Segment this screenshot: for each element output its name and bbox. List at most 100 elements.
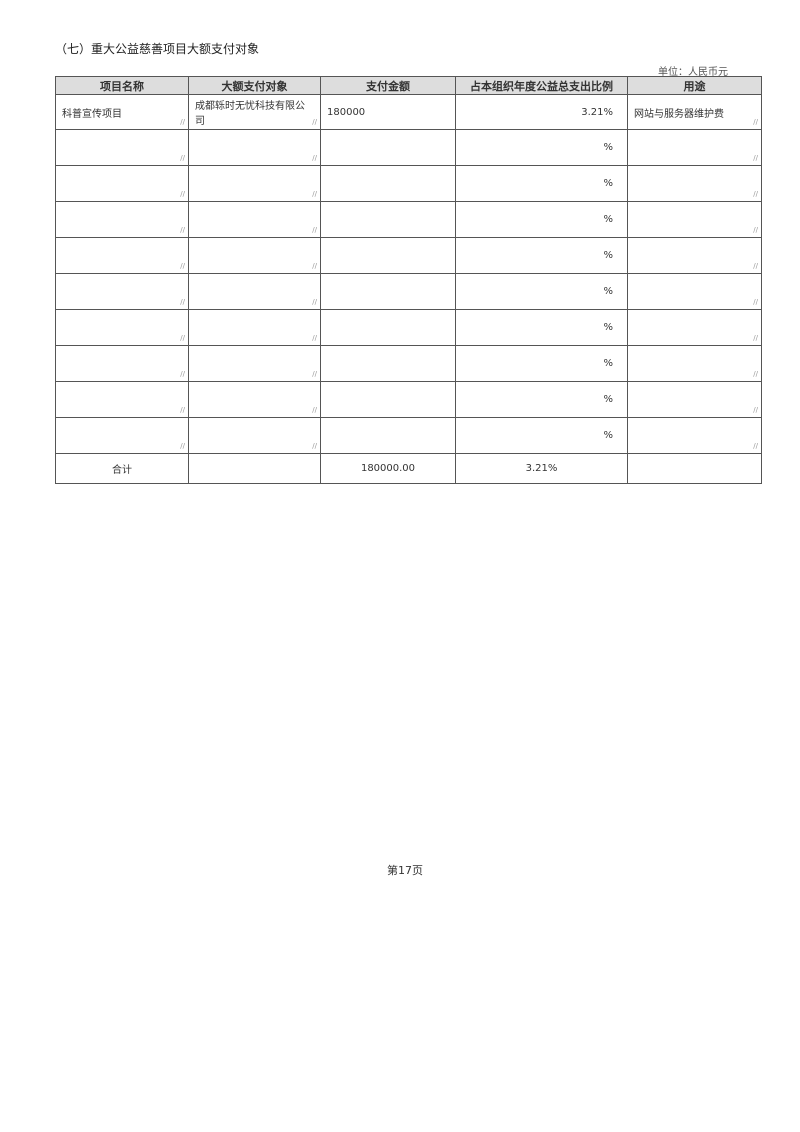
- cell-ratio[interactable]: 3.21%: [455, 94, 628, 130]
- resize-grip-icon: //: [180, 154, 185, 162]
- resize-grip-icon: //: [312, 154, 317, 162]
- cell-amount[interactable]: [320, 381, 456, 418]
- resize-grip-icon: //: [312, 262, 317, 270]
- cell-amount[interactable]: [320, 201, 456, 238]
- table-row: 科普宣传项目 // 成都轹时无忧科技有限公司 // 180000 3.21% 网站与服务器维…: [55, 94, 762, 130]
- cell-payee[interactable]: //: [188, 417, 321, 454]
- resize-grip-icon: //: [180, 190, 185, 198]
- cell-payee[interactable]: 成都轹时无忧科技有限公司 //: [188, 94, 321, 130]
- table-row: // //% //: [55, 129, 762, 166]
- cell-ratio-text: %: [603, 286, 613, 297]
- cell-payee[interactable]: //: [188, 165, 321, 202]
- cell-ratio-text: %: [603, 250, 613, 261]
- cell-project[interactable]: //: [55, 201, 189, 238]
- cell-purpose[interactable]: //: [627, 273, 762, 310]
- cell-purpose[interactable]: //: [627, 417, 762, 454]
- resize-grip-icon: //: [753, 406, 758, 414]
- cell-project[interactable]: //: [55, 417, 189, 454]
- cell-amount[interactable]: [320, 345, 456, 382]
- resize-grip-icon: //: [180, 118, 185, 126]
- cell-purpose[interactable]: 网站与服务器维护费 //: [627, 94, 762, 130]
- cell-ratio-text: %: [603, 430, 613, 441]
- cell-ratio[interactable]: %: [455, 381, 628, 418]
- cell-payee[interactable]: //: [188, 237, 321, 274]
- resize-grip-icon: //: [312, 298, 317, 306]
- cell-amount[interactable]: [320, 237, 456, 274]
- total-label: 合计: [55, 453, 189, 484]
- unit-label: 单位：人民币元: [658, 67, 728, 78]
- table-row: // //% //: [55, 417, 762, 454]
- resize-grip-icon: //: [753, 298, 758, 306]
- cell-ratio[interactable]: %: [455, 129, 628, 166]
- cell-project[interactable]: 科普宣传项目 //: [55, 94, 189, 130]
- resize-grip-icon: //: [180, 406, 185, 414]
- resize-grip-icon: //: [753, 226, 758, 234]
- section-title: （七）重大公益慈善项目大额支付对象: [55, 42, 260, 56]
- resize-grip-icon: //: [180, 298, 185, 306]
- cell-purpose[interactable]: //: [627, 381, 762, 418]
- cell-payee[interactable]: //: [188, 201, 321, 238]
- cell-ratio[interactable]: %: [455, 201, 628, 238]
- cell-amount[interactable]: [320, 165, 456, 202]
- cell-amount-text: 180000: [327, 106, 366, 118]
- resize-grip-icon: //: [312, 118, 317, 126]
- total-amount: 180000.00: [320, 453, 456, 484]
- cell-ratio[interactable]: %: [455, 273, 628, 310]
- cell-project[interactable]: //: [55, 237, 189, 274]
- table-row: // //% //: [55, 165, 762, 202]
- cell-payee[interactable]: //: [188, 273, 321, 310]
- resize-grip-icon: //: [753, 262, 758, 270]
- cell-project-text: 科普宣传项目: [62, 108, 122, 120]
- page-number: 第17页: [387, 864, 423, 877]
- cell-payee[interactable]: //: [188, 381, 321, 418]
- cell-amount[interactable]: [320, 129, 456, 166]
- table-row: // //% //: [55, 381, 762, 418]
- total-ratio: 3.21%: [455, 453, 628, 484]
- total-purpose: [627, 453, 762, 484]
- cell-project[interactable]: //: [55, 273, 189, 310]
- cell-payee[interactable]: //: [188, 129, 321, 166]
- cell-project[interactable]: //: [55, 309, 189, 346]
- cell-project[interactable]: //: [55, 345, 189, 382]
- cell-amount[interactable]: [320, 273, 456, 310]
- cell-ratio-text: %: [603, 322, 613, 333]
- cell-ratio[interactable]: %: [455, 237, 628, 274]
- cell-purpose[interactable]: //: [627, 309, 762, 346]
- cell-ratio-text: %: [603, 142, 613, 153]
- cell-purpose[interactable]: //: [627, 345, 762, 382]
- cell-purpose[interactable]: //: [627, 237, 762, 274]
- cell-ratio-text: %: [603, 394, 613, 405]
- cell-purpose[interactable]: //: [627, 201, 762, 238]
- cell-ratio[interactable]: %: [455, 165, 628, 202]
- cell-purpose[interactable]: //: [627, 165, 762, 202]
- table-row: // //% //: [55, 201, 762, 238]
- table-header-row: 项目名称 大额支付对象 支付金额 占本组织年度公益总支出比例 用途: [55, 76, 762, 95]
- cell-ratio-text: %: [603, 358, 613, 369]
- cell-amount[interactable]: [320, 417, 456, 454]
- resize-grip-icon: //: [312, 442, 317, 450]
- header-project: 项目名称: [55, 76, 189, 95]
- cell-ratio[interactable]: %: [455, 309, 628, 346]
- cell-ratio[interactable]: %: [455, 345, 628, 382]
- cell-amount[interactable]: 180000: [320, 94, 456, 130]
- resize-grip-icon: //: [312, 190, 317, 198]
- resize-grip-icon: //: [180, 442, 185, 450]
- cell-ratio[interactable]: %: [455, 417, 628, 454]
- total-row: 合计 180000.00 3.21%: [55, 453, 762, 484]
- cell-ratio-text: 3.21%: [581, 106, 613, 118]
- cell-project[interactable]: //: [55, 381, 189, 418]
- cell-payee[interactable]: //: [188, 309, 321, 346]
- cell-amount[interactable]: [320, 309, 456, 346]
- resize-grip-icon: //: [312, 334, 317, 342]
- cell-ratio-text: %: [603, 178, 613, 189]
- cell-purpose[interactable]: //: [627, 129, 762, 166]
- header-purpose: 用途: [627, 76, 762, 95]
- cell-project[interactable]: //: [55, 129, 189, 166]
- resize-grip-icon: //: [180, 334, 185, 342]
- cell-purpose-text: 网站与服务器维护费: [634, 108, 724, 120]
- cell-payee[interactable]: //: [188, 345, 321, 382]
- resize-grip-icon: //: [753, 118, 758, 126]
- resize-grip-icon: //: [312, 226, 317, 234]
- resize-grip-icon: //: [180, 262, 185, 270]
- cell-project[interactable]: //: [55, 165, 189, 202]
